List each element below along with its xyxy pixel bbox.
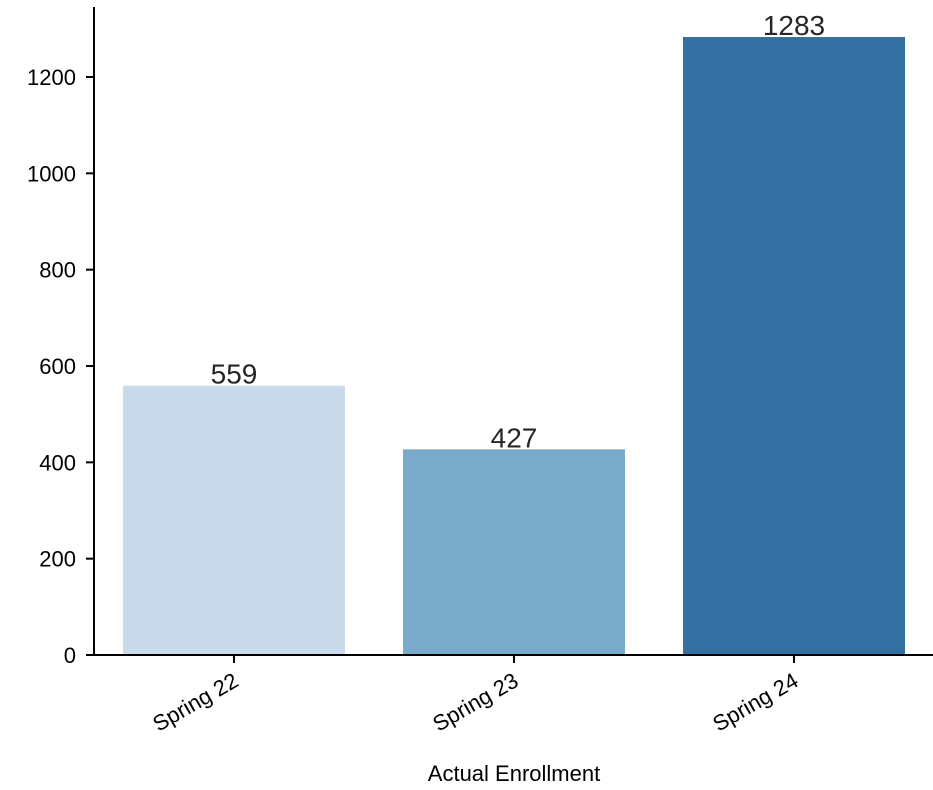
bar-spring-24 [683,37,905,655]
y-tick-label: 0 [64,643,76,668]
y-tick-label: 1200 [27,65,76,90]
y-tick-label: 200 [39,547,76,572]
y-tick-label: 1000 [27,161,76,186]
data-label-spring-22: 559 [211,359,258,390]
x-axis-title: Actual Enrollment [428,761,600,786]
x-ticks-layer: Spring 22 Spring 23 Spring 24 [148,655,803,737]
bar-spring-22 [123,385,345,655]
y-tick-label: 400 [39,450,76,475]
data-label-spring-23: 427 [491,422,538,453]
data-label-spring-24: 1283 [763,10,825,41]
data-labels-layer: 559 427 1283 [211,10,826,453]
y-ticks-layer: 0 200 400 600 800 1000 1200 [27,65,94,668]
x-tick-label: Spring 24 [708,668,802,737]
y-tick-label: 600 [39,354,76,379]
x-tick-label: Spring 23 [428,668,522,737]
bar-spring-23 [403,449,625,655]
x-tick-label: Spring 22 [148,668,242,737]
y-tick-label: 800 [39,258,76,283]
bars-layer [123,37,905,655]
